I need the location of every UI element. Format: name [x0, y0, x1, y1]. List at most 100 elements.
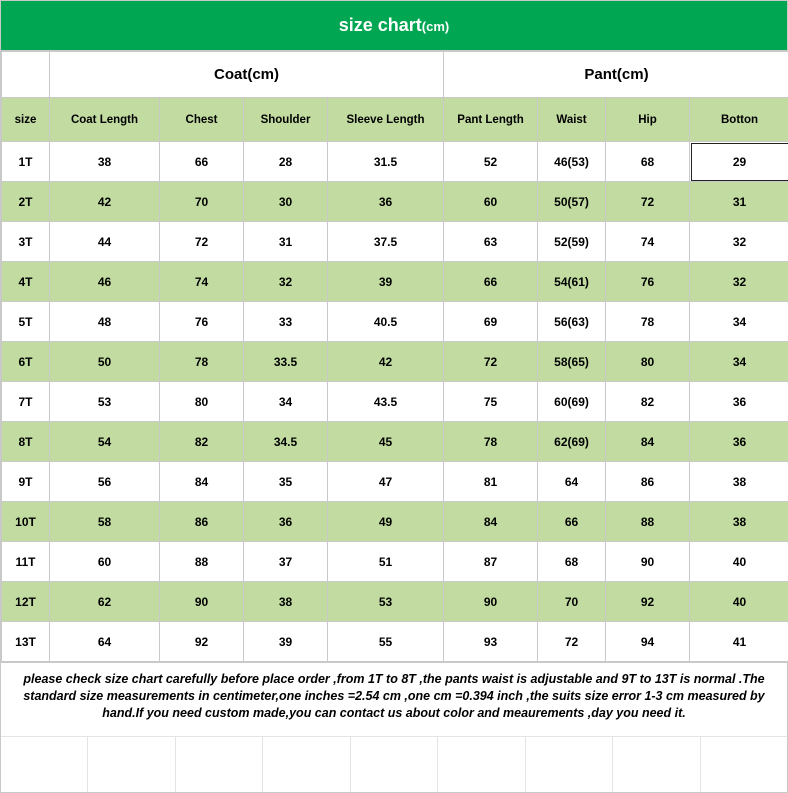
table-cell: 40.5	[328, 302, 444, 342]
table-cell: 80	[606, 342, 690, 382]
table-cell: 55	[328, 622, 444, 662]
title-text: size chart	[339, 15, 422, 35]
table-row: 2T427030366050(57)7231	[2, 182, 788, 222]
table-cell: 36	[690, 382, 788, 422]
table-cell: 9T	[2, 462, 50, 502]
table-cell: 68	[538, 542, 606, 582]
table-cell: 72	[160, 222, 244, 262]
table-row: 5T48763340.56956(63)7834	[2, 302, 788, 342]
table-cell: 13T	[2, 622, 50, 662]
table-cell: 37.5	[328, 222, 444, 262]
table-cell: 12T	[2, 582, 50, 622]
size-table: Coat(cm) Pant(cm) sizeCoat LengthChestSh…	[1, 51, 788, 662]
table-cell: 76	[160, 302, 244, 342]
table-cell: 78	[160, 342, 244, 382]
table-cell: 32	[690, 262, 788, 302]
table-cell: 75	[444, 382, 538, 422]
table-cell: 34	[690, 342, 788, 382]
table-cell: 31	[244, 222, 328, 262]
col-header: Waist	[538, 98, 606, 142]
chart-title: size chart(cm)	[1, 1, 787, 51]
table-cell: 43.5	[328, 382, 444, 422]
table-cell: 30	[244, 182, 328, 222]
table-cell: 70	[160, 182, 244, 222]
table-cell: 92	[606, 582, 690, 622]
table-cell: 49	[328, 502, 444, 542]
table-cell: 90	[160, 582, 244, 622]
col-header: Botton	[690, 98, 788, 142]
table-cell: 93	[444, 622, 538, 662]
table-cell: 42	[328, 342, 444, 382]
table-cell: 86	[606, 462, 690, 502]
table-cell: 78	[606, 302, 690, 342]
table-cell: 86	[160, 502, 244, 542]
table-cell: 52(59)	[538, 222, 606, 262]
table-cell: 53	[328, 582, 444, 622]
table-cell: 88	[160, 542, 244, 582]
table-cell: 63	[444, 222, 538, 262]
table-cell: 34.5	[244, 422, 328, 462]
table-cell: 72	[606, 182, 690, 222]
table-cell: 70	[538, 582, 606, 622]
table-cell: 50	[50, 342, 160, 382]
table-cell: 37	[244, 542, 328, 582]
table-row: 3T44723137.56352(59)7432	[2, 222, 788, 262]
table-cell: 48	[50, 302, 160, 342]
size-chart-wrapper: size chart(cm) Coat(cm) Pant(cm) sizeCoa…	[0, 0, 788, 793]
table-cell: 46(53)	[538, 142, 606, 182]
table-cell: 94	[606, 622, 690, 662]
table-cell: 36	[244, 502, 328, 542]
col-header: Pant Length	[444, 98, 538, 142]
table-cell: 68	[606, 142, 690, 182]
table-cell: 32	[690, 222, 788, 262]
table-cell: 88	[606, 502, 690, 542]
table-cell: 54	[50, 422, 160, 462]
section-blank	[2, 52, 50, 98]
table-cell: 35	[244, 462, 328, 502]
table-row: 11T6088375187689040	[2, 542, 788, 582]
table-cell: 72	[538, 622, 606, 662]
col-header: size	[2, 98, 50, 142]
table-cell: 58	[50, 502, 160, 542]
column-header-row: sizeCoat LengthChestShoulderSleeve Lengt…	[2, 98, 788, 142]
table-cell: 38	[244, 582, 328, 622]
table-row: 1T38662831.55246(53)6829	[2, 142, 788, 182]
table-cell: 11T	[2, 542, 50, 582]
section-pant: Pant(cm)	[444, 52, 788, 98]
table-cell: 64	[538, 462, 606, 502]
table-cell: 60	[444, 182, 538, 222]
table-cell: 60(69)	[538, 382, 606, 422]
table-cell: 66	[444, 262, 538, 302]
table-cell: 84	[160, 462, 244, 502]
table-cell: 33	[244, 302, 328, 342]
footer-note: please check size chart carefully before…	[1, 662, 787, 736]
table-cell: 28	[244, 142, 328, 182]
table-cell: 33.5	[244, 342, 328, 382]
table-cell: 76	[606, 262, 690, 302]
table-cell: 7T	[2, 382, 50, 422]
table-cell: 56	[50, 462, 160, 502]
table-cell: 40	[690, 582, 788, 622]
table-cell: 6T	[2, 342, 50, 382]
table-cell: 32	[244, 262, 328, 302]
table-row: 12T6290385390709240	[2, 582, 788, 622]
section-coat: Coat(cm)	[50, 52, 444, 98]
table-body: 1T38662831.55246(53)68292T427030366050(5…	[2, 142, 788, 662]
col-header: Hip	[606, 98, 690, 142]
table-cell: 36	[328, 182, 444, 222]
table-cell: 38	[690, 462, 788, 502]
table-cell: 56(63)	[538, 302, 606, 342]
table-cell: 34	[690, 302, 788, 342]
table-cell: 36	[690, 422, 788, 462]
col-header: Coat Length	[50, 98, 160, 142]
table-cell: 2T	[2, 182, 50, 222]
table-cell: 10T	[2, 502, 50, 542]
table-cell: 74	[606, 222, 690, 262]
table-cell: 29	[690, 142, 788, 182]
table-cell: 31	[690, 182, 788, 222]
table-row: 13T6492395593729441	[2, 622, 788, 662]
table-row: 6T507833.5427258(65)8034	[2, 342, 788, 382]
col-header: Shoulder	[244, 98, 328, 142]
table-cell: 90	[606, 542, 690, 582]
table-cell: 66	[160, 142, 244, 182]
